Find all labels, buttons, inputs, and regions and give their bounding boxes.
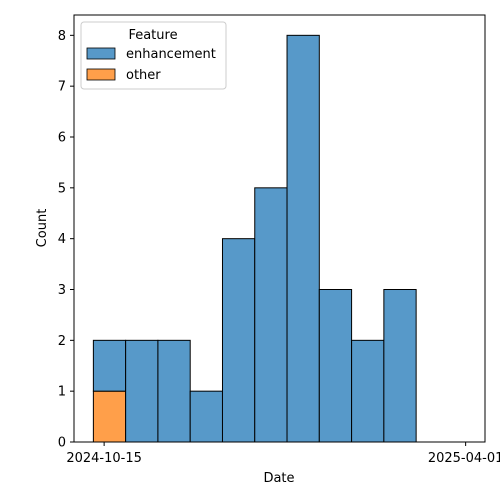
x-axis-label: Date bbox=[263, 471, 294, 486]
y-tick-label: 2 bbox=[58, 334, 66, 349]
legend-title: Feature bbox=[128, 28, 177, 43]
y-tick-label: 6 bbox=[58, 131, 66, 146]
y-tick-label: 1 bbox=[58, 385, 66, 400]
y-axis-label: Count bbox=[35, 209, 50, 248]
bar-other-0 bbox=[92, 390, 127, 443]
plot-frame bbox=[73, 14, 486, 443]
x-tick-label: 2025-04-01 bbox=[428, 451, 500, 466]
bars-layer bbox=[92, 34, 417, 443]
legend-swatch-other bbox=[86, 68, 116, 81]
bar-enhancement-5 bbox=[254, 187, 288, 443]
bar-enhancement-6 bbox=[286, 34, 320, 443]
y-tick-label: 0 bbox=[58, 436, 66, 451]
bar-enhancement-9 bbox=[383, 289, 417, 443]
legend-swatch-enhancement bbox=[86, 47, 116, 60]
y-tick-label: 3 bbox=[58, 283, 66, 298]
bar-enhancement-0 bbox=[92, 339, 127, 392]
bar-enhancement-3 bbox=[189, 390, 223, 443]
y-axis: 0 1 2 3 4 5 6 7 8 bbox=[58, 29, 74, 451]
legend-box bbox=[80, 21, 227, 90]
y-tick-label: 7 bbox=[58, 80, 66, 95]
x-axis: 2024-10-15 2025-04-01 bbox=[66, 442, 500, 466]
bar-enhancement-8 bbox=[351, 339, 385, 443]
y-tick-label: 8 bbox=[58, 29, 66, 44]
x-tick-label: 2024-10-15 bbox=[66, 451, 142, 466]
bar-enhancement-7 bbox=[318, 289, 353, 443]
bar-enhancement-4 bbox=[221, 238, 256, 443]
legend-label-enhancement: enhancement bbox=[126, 47, 216, 62]
y-tick-label: 5 bbox=[58, 181, 66, 196]
bar-enhancement-2 bbox=[157, 339, 191, 443]
y-tick-label: 4 bbox=[58, 232, 66, 247]
bar-enhancement-1 bbox=[125, 339, 159, 443]
legend-label-other: other bbox=[126, 68, 161, 83]
legend: Feature enhancement other bbox=[80, 21, 227, 90]
